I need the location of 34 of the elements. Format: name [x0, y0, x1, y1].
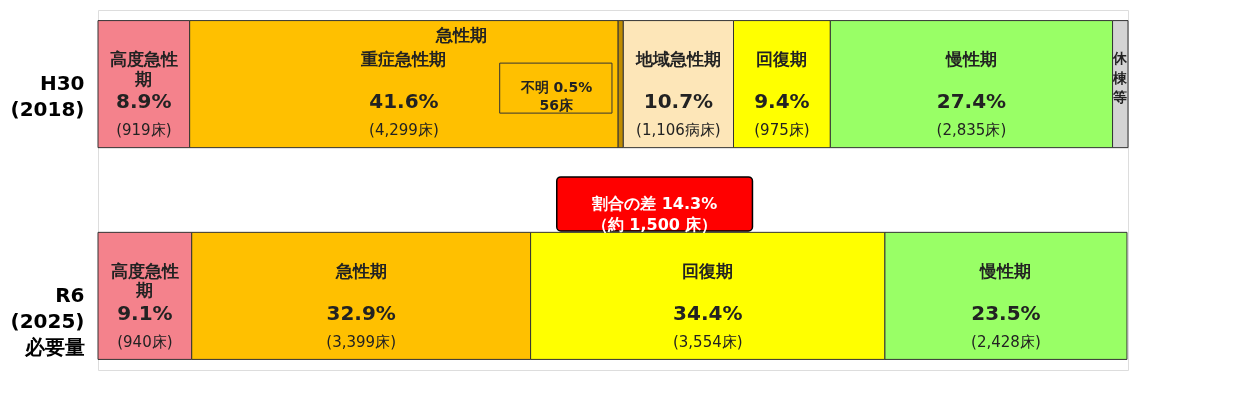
data-label: 8.9% — [116, 89, 172, 114]
annotation: (2,428床) — [971, 332, 1041, 351]
data-label: 9.1% — [117, 300, 173, 325]
series-label: 回復期 — [756, 49, 808, 70]
data-label: 32.9% — [326, 300, 396, 325]
annotation: (919床) — [116, 121, 172, 140]
text: 不明 0.5% — [520, 79, 593, 96]
data-label: 41.6% — [369, 89, 439, 114]
text: 回復期 — [682, 260, 734, 281]
series-label: 休棟等 — [1112, 50, 1129, 106]
text: 慢性期 — [980, 260, 1032, 281]
series-label: 重症急性期 — [360, 49, 447, 70]
annotation: 56床 — [539, 97, 575, 114]
annotation: 割合の差 14.3% （約 1,500 床） — [591, 193, 718, 234]
data-label: 27.4% — [936, 89, 1007, 114]
annotation: (4,299床) — [369, 121, 439, 140]
y-tick-label: H30 (2018) — [10, 71, 85, 122]
data-label: 9.4% — [754, 89, 810, 114]
series-label: 急性期 — [334, 260, 387, 281]
series-label: 慢性期 — [944, 49, 997, 70]
series-label: 地域急性期 — [634, 49, 721, 70]
annotation: (2,835床) — [936, 121, 1007, 140]
y-tick-label: R6 (2025) 必要量 — [10, 282, 85, 359]
annotation: (1,106病床) — [636, 121, 721, 140]
annotation: (975床) — [754, 121, 810, 140]
series-label: 高度急性期 — [109, 49, 178, 89]
annotation: (3,399床) — [326, 332, 396, 351]
data-label: 34.4% — [673, 300, 743, 325]
annotation: (3,554床) — [672, 332, 743, 351]
annotation: (940床) — [117, 332, 173, 351]
data-label: 10.7% — [643, 89, 714, 114]
annotation: 急性期 — [435, 25, 488, 46]
data-label: 23.5% — [971, 300, 1041, 325]
text: 高度急性期 — [110, 260, 179, 301]
